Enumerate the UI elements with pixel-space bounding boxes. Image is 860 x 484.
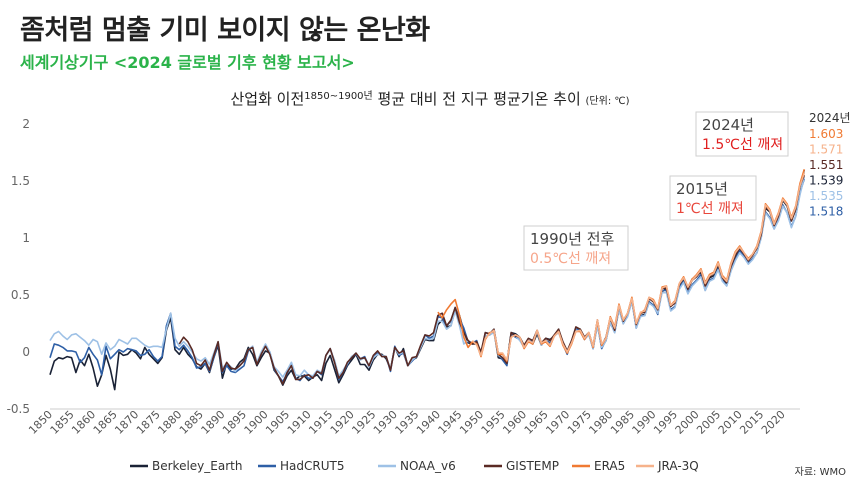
x-tick-label: 1960 [500,408,529,437]
end-label-year: 2024년 [809,111,851,125]
x-tick-label: 1910 [285,408,314,437]
page-title: 좀처럼 멈출 기미 보이지 않는 온난화 [20,15,430,46]
x-tick-label: 2015 [737,408,766,437]
legend-label: HadCRUT5 [280,459,344,473]
legend-label: NOAA_v6 [400,459,456,473]
x-tick-label: 2000 [673,408,702,437]
chart-title-period: 1850~1900년 [304,90,372,102]
x-tick-label: 1990 [630,408,659,437]
x-tick-label: 1855 [48,408,77,437]
legend-label: Berkeley_Earth [152,459,242,473]
page-subtitle: 세계기상기구 <2024 글로벌 기후 현황 보고서> [20,53,355,72]
x-tick-label: 2020 [759,408,788,437]
y-tick-label: 0 [22,345,30,359]
x-tick-label: 1850 [26,408,55,437]
x-tick-label: 2005 [694,408,723,437]
annotation-3: 2024년 1.5℃선 깨져 [695,111,789,157]
series-line-jra-3q [471,172,806,361]
x-tick-label: 1930 [371,408,400,437]
x-tick-label: 1875 [134,408,163,437]
y-tick-label: 1 [22,231,30,245]
series-line-noaa-v6 [49,176,806,378]
annotation-box [695,111,789,157]
x-tick-label: 1970 [543,408,572,437]
chart-title: 산업화 이전1850~1900년 평균 대비 전 지구 평균기온 추이 (단위:… [230,90,629,108]
x-tick-label: 1915 [306,408,335,437]
chart-title-rest: 평균 대비 전 지구 평균기온 추이 [373,90,586,108]
x-tick-label: 1920 [328,408,357,437]
x-tick-label: 2010 [716,408,745,437]
y-tick-label: 2 [22,117,30,131]
x-tick-label: 1955 [479,408,508,437]
annotation-box [669,175,757,221]
annotation-line2: 0.5℃선 깨져 [530,251,611,267]
legend-label: GISTEMP [506,459,559,473]
annotation-box [523,225,629,271]
source-note: 자료: WMO [794,467,846,478]
chart-title-unit: (단위: ℃) [586,94,630,107]
x-tick-label: 1975 [565,408,594,437]
annotation-line2: 1.5℃선 깨져 [702,137,783,153]
x-tick-label: 1880 [155,408,184,437]
x-tick-label: 1925 [349,408,378,437]
x-tick-label: 1890 [199,408,228,437]
y-tick-label: -0.5 [7,402,30,416]
x-tick-label: 1935 [393,408,422,437]
x-tick-label: 1885 [177,408,206,437]
annotation-2: 2015년 1℃선 깨져 [669,175,757,221]
end-label-value: 1.535 [809,189,843,203]
x-tick-label: 1905 [263,408,292,437]
annotation-line1: 1990년 전후 [530,230,615,248]
x-tick-label: 1860 [69,408,98,437]
end-label-value: 1.518 [809,205,843,219]
end-label-value: 1.603 [809,127,843,141]
x-tick-label: 1895 [220,408,249,437]
y-tick-label: 1.5 [11,174,30,188]
x-tick-label: 1945 [436,408,465,437]
y-tick-label: 0.5 [11,288,30,302]
end-label-value: 1.571 [809,143,843,157]
x-tick-label: 1965 [522,408,551,437]
x-tick-label: 1865 [91,408,120,437]
x-tick-label: 1950 [457,408,486,437]
end-label-value: 1.551 [809,158,843,172]
annotation-line1: 2015년 [676,180,728,198]
legend-label: ERA5 [594,459,625,473]
x-tick-label: 1995 [651,408,680,437]
x-tick-label: 1940 [414,408,443,437]
end-label-value: 1.539 [809,174,843,188]
x-tick-label: 1985 [608,408,637,437]
chart-title-main: 산업화 이전 [230,90,304,108]
legend-label: JRA-3Q [657,459,699,473]
x-tick-label: 1980 [586,408,615,437]
annotation-line2: 1℃선 깨져 [676,201,744,217]
annotation-1: 1990년 전후 0.5℃선 깨져 [523,225,629,271]
annotation-line1: 2024년 [702,116,754,134]
x-tick-label: 1900 [242,408,271,437]
x-tick-label: 1870 [112,408,141,437]
